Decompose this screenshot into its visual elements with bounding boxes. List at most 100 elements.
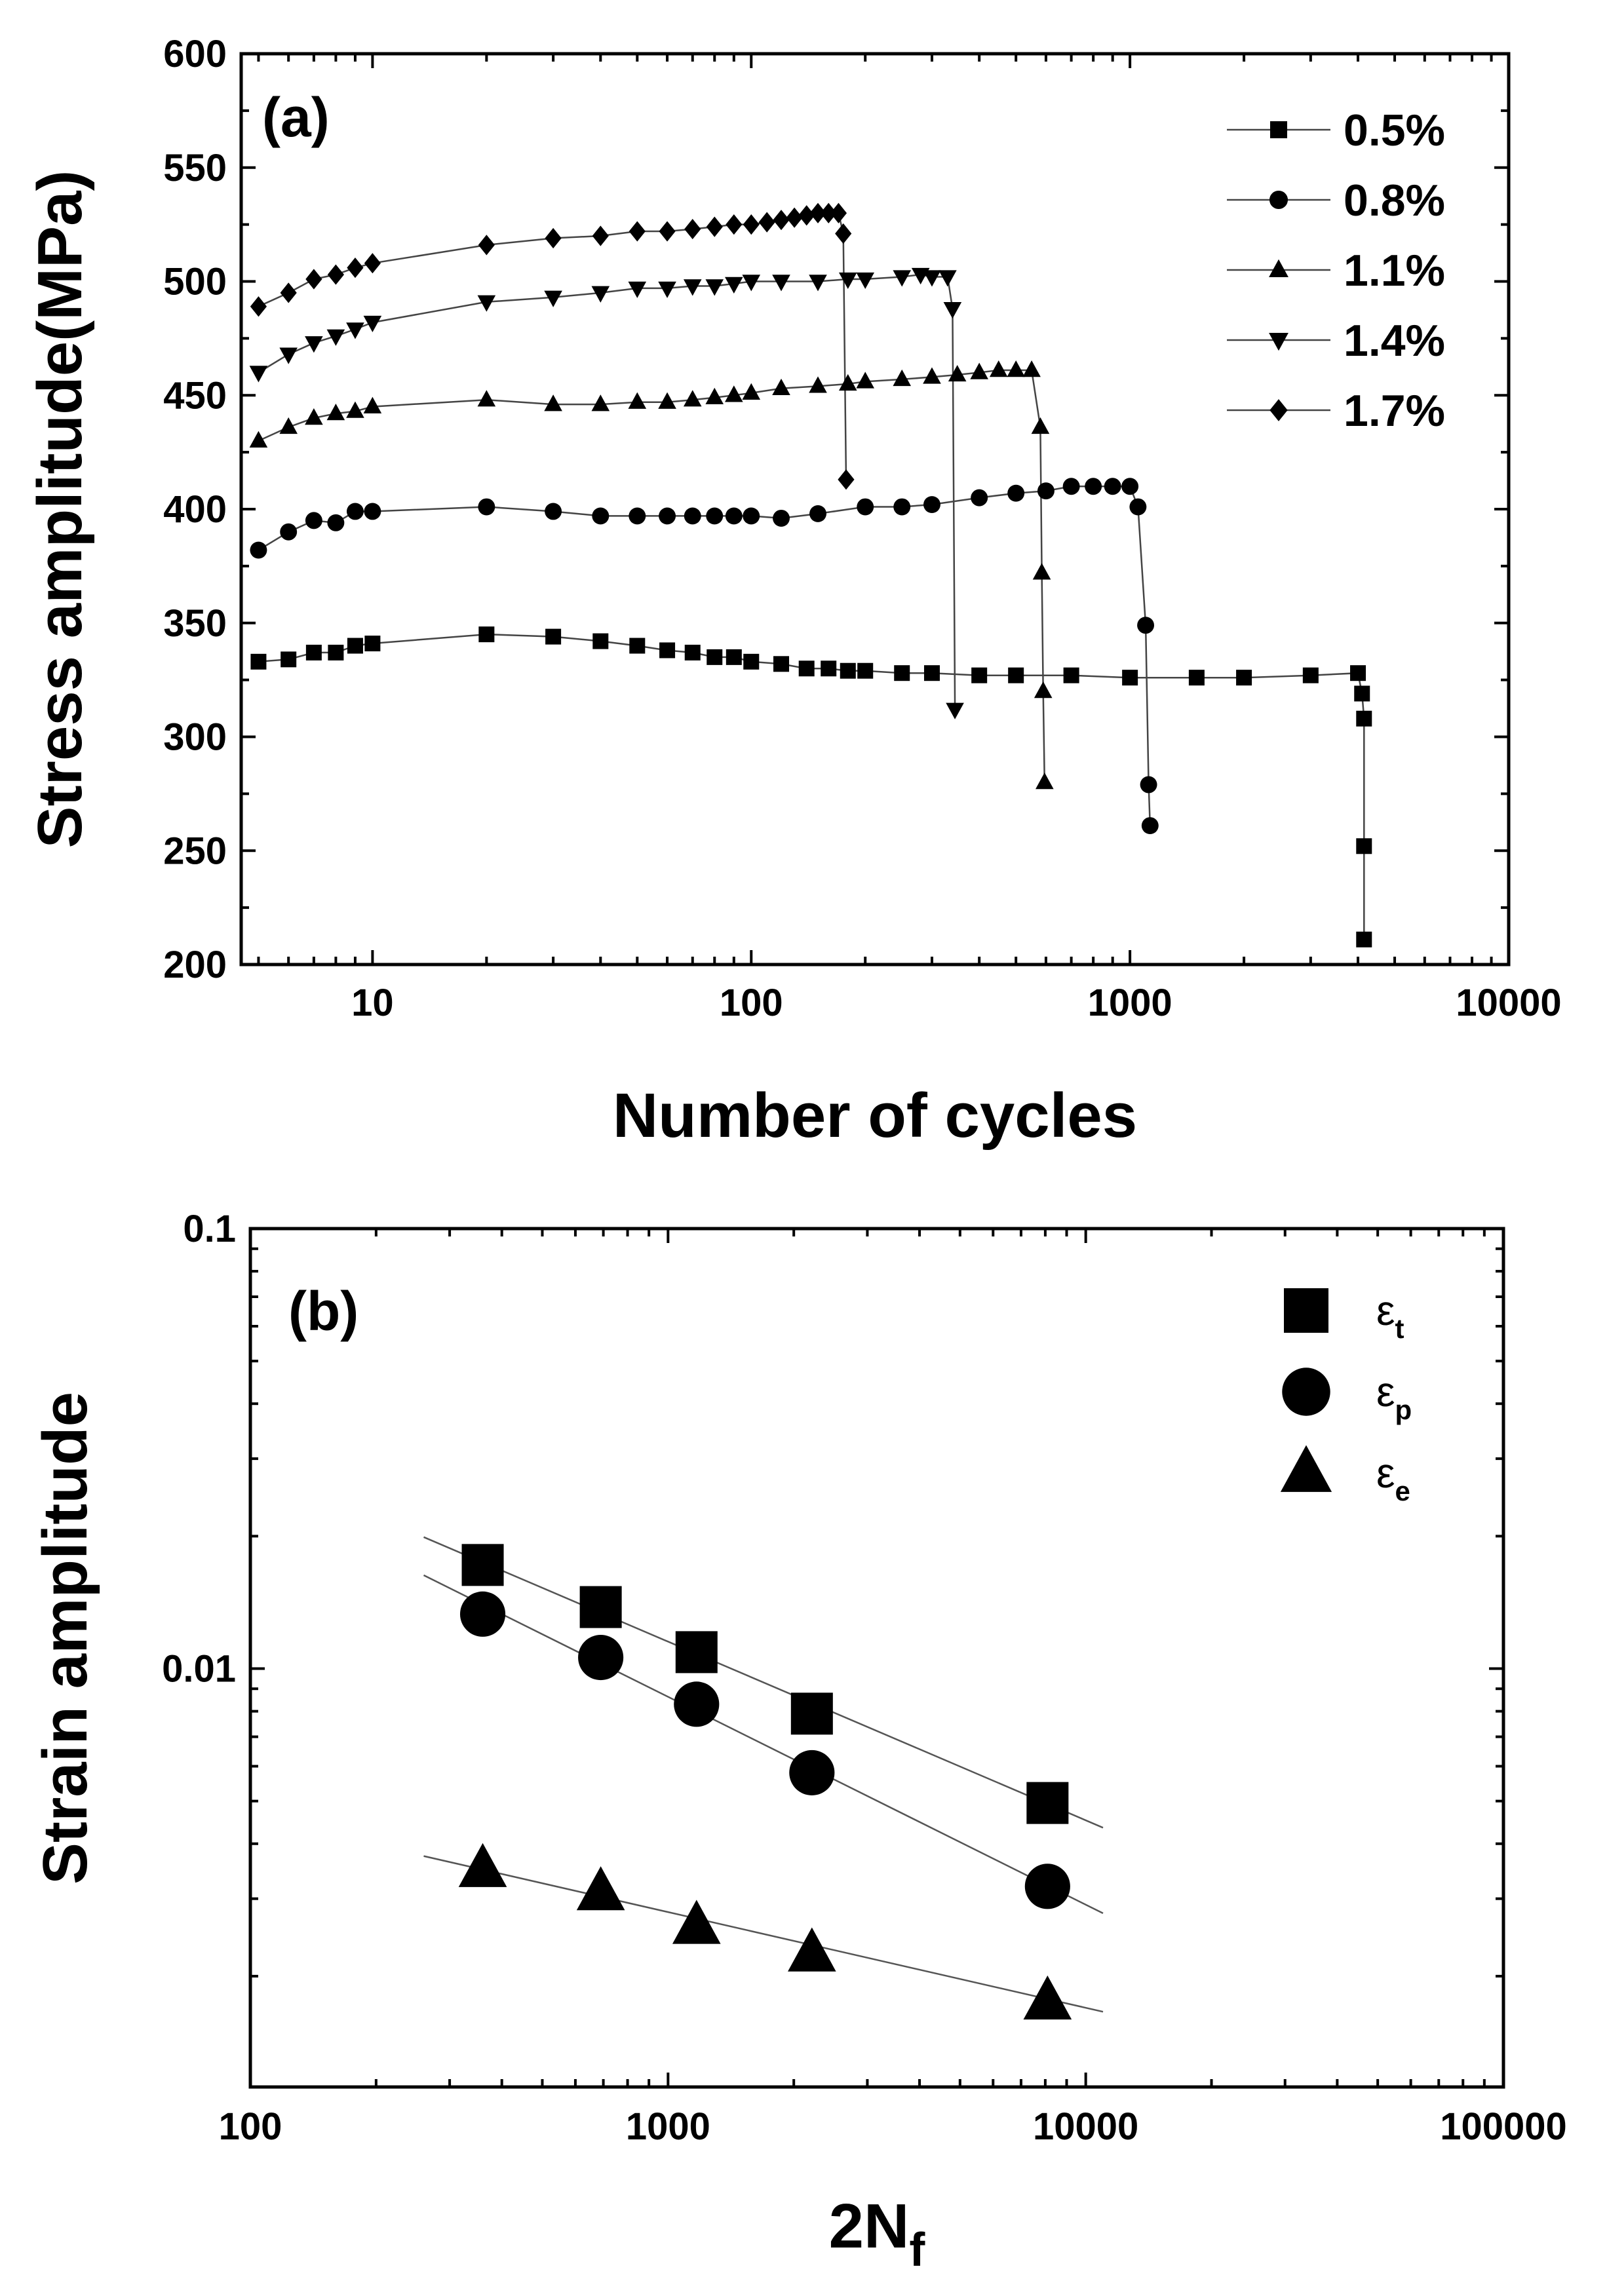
y-tick-label: 600 bbox=[163, 33, 227, 75]
data-point bbox=[1356, 931, 1372, 947]
fit-line bbox=[423, 1855, 1104, 2013]
data-point bbox=[346, 322, 364, 339]
data-point bbox=[743, 214, 760, 235]
data-point bbox=[1356, 710, 1372, 727]
data-point bbox=[592, 225, 609, 246]
data-point bbox=[706, 507, 724, 525]
data-point bbox=[857, 498, 874, 516]
data-point bbox=[838, 272, 857, 290]
x-tick-label: 10000 bbox=[1456, 982, 1561, 1024]
data-point bbox=[305, 512, 322, 529]
data-point bbox=[773, 656, 790, 672]
data-point bbox=[659, 507, 676, 525]
data-point bbox=[1236, 670, 1252, 686]
legend-label-subscript: e bbox=[1395, 1476, 1410, 1506]
data-point bbox=[820, 202, 837, 223]
panel-a-y-axis-title: Stress amplitude(MPa) bbox=[25, 170, 95, 849]
data-point bbox=[773, 509, 790, 527]
data-point bbox=[1062, 478, 1080, 495]
legend-label-symbol: ε bbox=[1376, 1287, 1395, 1334]
data-point bbox=[249, 366, 268, 383]
data-point bbox=[364, 503, 381, 520]
data-point bbox=[327, 264, 344, 285]
data-point bbox=[579, 1586, 622, 1628]
data-point bbox=[326, 404, 345, 421]
legend-marker bbox=[1269, 259, 1288, 278]
panel-b-strain-life-chart: 0.01 0.1 100 1000 10000 100000 (b) 2Nf Strai… bbox=[30, 1208, 1567, 2276]
data-point bbox=[249, 430, 268, 448]
data-point bbox=[809, 202, 826, 223]
panel-b-fit-lines bbox=[423, 1536, 1104, 2013]
data-point bbox=[591, 286, 610, 303]
data-point bbox=[923, 496, 940, 514]
data-point bbox=[327, 514, 345, 531]
data-point bbox=[789, 1750, 835, 1795]
data-point bbox=[857, 662, 874, 679]
panel-a-y-tick-labels: 200 250 300 350 400 450 500 550 600 bbox=[163, 33, 227, 986]
data-point bbox=[1104, 478, 1121, 495]
data-point bbox=[1188, 670, 1205, 686]
legend-marker bbox=[1269, 399, 1288, 421]
x-tick-label: 1000 bbox=[1088, 982, 1172, 1024]
data-point bbox=[743, 507, 760, 525]
data-point bbox=[773, 210, 790, 231]
x-tick-label: 10000 bbox=[1033, 2105, 1138, 2148]
data-point bbox=[1022, 360, 1041, 377]
data-point bbox=[1023, 1975, 1072, 2020]
data-point bbox=[545, 628, 562, 645]
data-point bbox=[856, 272, 875, 290]
data-point bbox=[658, 281, 676, 298]
data-point bbox=[939, 270, 957, 287]
legend-label: 1.4% bbox=[1344, 316, 1445, 366]
panel-b-axis-ticks bbox=[249, 1227, 1505, 2087]
fit-line bbox=[423, 1536, 1104, 1829]
data-point bbox=[726, 649, 742, 665]
data-point bbox=[458, 1843, 507, 1887]
legend-marker bbox=[1270, 121, 1287, 138]
data-point bbox=[674, 1681, 720, 1727]
x-tick-label: 100 bbox=[720, 982, 783, 1024]
data-point bbox=[363, 396, 382, 413]
panel-a-axis-ticks bbox=[241, 52, 1510, 966]
data-point bbox=[970, 362, 988, 379]
legend-marker bbox=[1284, 1288, 1328, 1333]
data-point bbox=[790, 1693, 833, 1735]
data-point bbox=[250, 541, 267, 559]
data-point bbox=[742, 383, 761, 400]
y-tick-label: 350 bbox=[163, 602, 227, 645]
data-point bbox=[743, 653, 760, 670]
data-point bbox=[628, 281, 647, 298]
panel-b-x-tick-labels: 100 1000 10000 100000 bbox=[219, 2105, 1567, 2148]
data-point bbox=[1063, 667, 1079, 683]
data-point bbox=[281, 651, 297, 668]
data-point bbox=[280, 282, 297, 303]
data-point bbox=[946, 702, 964, 719]
data-point bbox=[772, 378, 790, 396]
data-point bbox=[838, 373, 857, 391]
y-tick-label: 0.01 bbox=[162, 1648, 236, 1691]
legend-marker bbox=[1280, 1445, 1332, 1492]
data-point bbox=[838, 469, 855, 490]
y-tick-label: 400 bbox=[163, 488, 227, 531]
data-point bbox=[798, 660, 815, 677]
data-point bbox=[305, 269, 322, 290]
y-tick-label: 550 bbox=[163, 147, 227, 189]
data-point bbox=[971, 667, 988, 683]
data-point bbox=[683, 390, 702, 407]
data-point bbox=[893, 270, 912, 287]
data-point bbox=[705, 279, 724, 296]
data-point bbox=[788, 1927, 836, 1972]
data-point bbox=[280, 523, 298, 541]
data-point bbox=[576, 1866, 625, 1911]
data-point bbox=[809, 275, 827, 292]
panel-a-x-axis-title: Number of cycles bbox=[613, 1081, 1137, 1151]
data-point bbox=[477, 390, 496, 407]
data-point bbox=[1121, 478, 1139, 495]
data-point bbox=[1007, 484, 1025, 502]
data-point bbox=[544, 394, 562, 411]
data-point bbox=[592, 507, 610, 525]
data-point bbox=[809, 376, 827, 393]
panel-a-data-points bbox=[249, 202, 1372, 947]
data-point bbox=[742, 275, 761, 292]
